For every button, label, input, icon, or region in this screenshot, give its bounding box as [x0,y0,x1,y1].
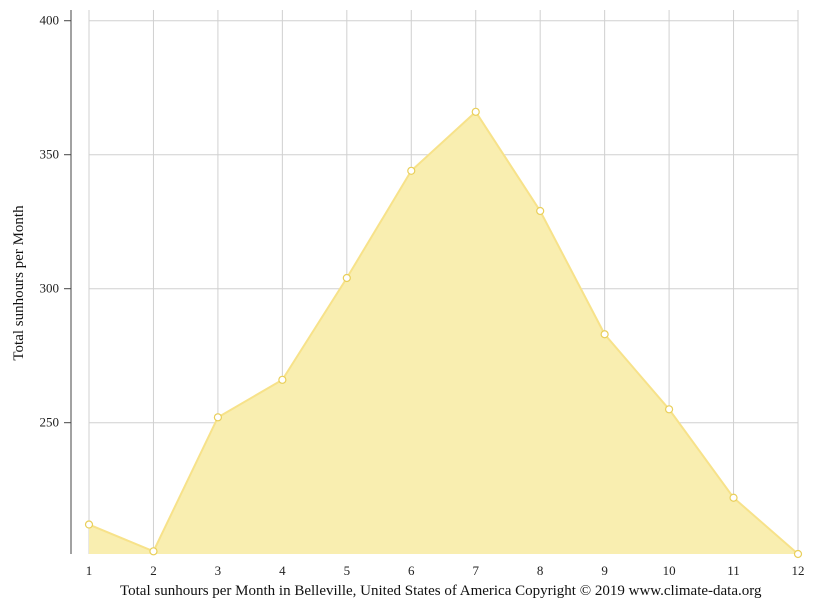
data-point-7 [471,107,480,116]
x-tick-label-9: 9 [601,563,608,578]
data-point-5 [342,273,351,283]
y-axis-title: Total sunhours per Month [11,205,27,361]
x-tick-label-7: 7 [472,563,479,578]
data-point-11 [729,493,738,502]
data-point-4 [278,375,287,384]
x-tick-label-5: 5 [344,563,351,578]
x-axis-title: Total sunhours per Month in Belleville, … [120,583,762,599]
y-tick-label-300: 300 [40,281,60,296]
data-point-10 [664,405,674,414]
x-tick-label-11: 11 [727,563,740,578]
x-tick-label-10: 10 [663,563,676,578]
x-tick-label-12: 12 [792,563,805,578]
data-point-2 [149,547,158,556]
data-point-1 [84,520,94,529]
series-line [88,110,799,555]
data-point-6 [407,166,416,175]
x-tick-label-6: 6 [408,563,415,578]
area-layer [88,110,799,555]
data-point-8 [536,206,545,216]
x-tick-label-8: 8 [537,563,544,578]
data-point-3 [213,413,223,422]
y-tick-label-250: 250 [40,415,60,430]
x-tick-label-4: 4 [279,563,286,578]
x-axis-ticks: 1 2 3 4 5 6 7 8 9 10 11 12 [86,563,805,578]
y-tick-label-400: 400 [40,13,60,28]
y-tick-label-350: 350 [40,147,60,162]
x-tick-label-2: 2 [150,563,157,578]
y-axis-ticks: 250 300 350 400 [40,13,71,430]
area-fill [89,111,798,554]
data-point-9 [600,330,609,339]
data-points [84,107,803,559]
x-tick-label-3: 3 [215,563,222,578]
data-point-12 [793,549,803,559]
x-tick-label-1: 1 [86,563,93,578]
